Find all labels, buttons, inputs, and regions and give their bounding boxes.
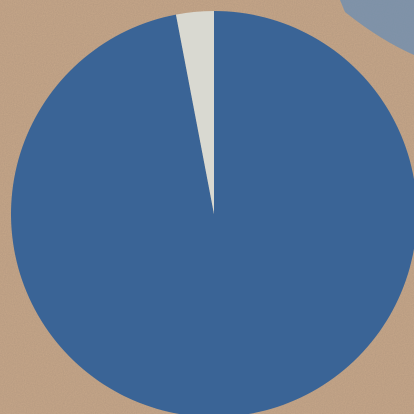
pie-slice (11, 11, 414, 414)
pie (11, 11, 414, 414)
pie-slice (175, 11, 214, 214)
map-feature (340, 0, 414, 55)
